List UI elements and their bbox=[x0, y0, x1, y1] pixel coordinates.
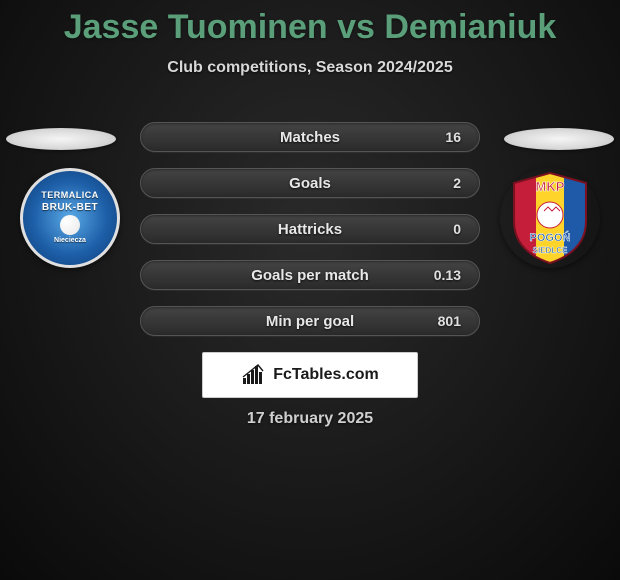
stat-row: Hattricks 0 bbox=[140, 214, 480, 244]
team-badge-right: MKP POGOŃ SIEDLCE bbox=[500, 168, 600, 268]
stat-row: Goals per match 0.13 bbox=[140, 260, 480, 290]
brand-text: FcTables.com bbox=[273, 366, 379, 384]
stat-value-right: 16 bbox=[431, 129, 461, 145]
stat-label: Min per goal bbox=[266, 313, 354, 330]
brand-box: FcTables.com bbox=[202, 352, 418, 398]
stat-label: Matches bbox=[280, 129, 340, 146]
stats-container: Matches 16 Goals 2 Hattricks 0 Goals per… bbox=[140, 122, 480, 352]
badge-left-text-bottom: Nieciecza bbox=[41, 237, 99, 245]
player-right-name-oval bbox=[504, 128, 614, 150]
stat-label: Hattricks bbox=[278, 221, 342, 238]
bar-chart-icon bbox=[241, 364, 267, 386]
stat-row: Min per goal 801 bbox=[140, 306, 480, 336]
badge-right-text-top: MKP bbox=[536, 179, 565, 194]
stat-row: Matches 16 bbox=[140, 122, 480, 152]
stat-value-right: 801 bbox=[431, 313, 461, 329]
badge-left-content: TERMALICA BRUK-BET Nieciecza bbox=[41, 191, 99, 245]
badge-right-text-bottom-1: POGOŃ bbox=[530, 231, 571, 244]
team-badge-left: TERMALICA BRUK-BET Nieciecza bbox=[20, 168, 120, 268]
badge-left-ball-icon bbox=[60, 215, 80, 235]
stat-label: Goals bbox=[289, 175, 331, 192]
badge-left-text-mid: BRUK-BET bbox=[41, 202, 99, 213]
date-label: 17 february 2025 bbox=[0, 410, 620, 428]
stat-row: Goals 2 bbox=[140, 168, 480, 198]
player-left-name-oval bbox=[6, 128, 116, 150]
badge-right-shield-icon: MKP POGOŃ SIEDLCE bbox=[508, 171, 592, 265]
page-title: Jasse Tuominen vs Demianiuk bbox=[0, 0, 620, 47]
subtitle: Club competitions, Season 2024/2025 bbox=[0, 59, 620, 77]
badge-right-text-bottom-2: SIEDLCE bbox=[533, 246, 568, 255]
stat-value-right: 0 bbox=[431, 221, 461, 237]
stat-value-right: 0.13 bbox=[431, 267, 461, 283]
stat-value-right: 2 bbox=[431, 175, 461, 191]
badge-left-text-top: TERMALICA bbox=[41, 191, 99, 201]
stat-label: Goals per match bbox=[251, 267, 369, 284]
